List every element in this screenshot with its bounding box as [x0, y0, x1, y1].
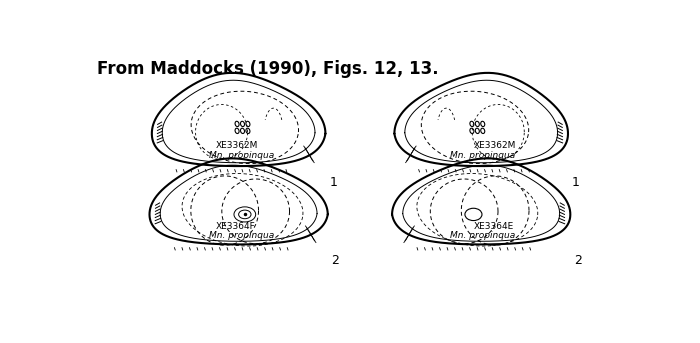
Text: 2: 2 — [332, 254, 340, 267]
Text: Mn. propinqua: Mn. propinqua — [450, 231, 515, 240]
Text: Mn. propinqua: Mn. propinqua — [209, 151, 274, 159]
Text: 2: 2 — [574, 254, 582, 267]
Text: Mn. propinqua: Mn. propinqua — [209, 231, 274, 240]
Text: Mn. propinqua: Mn. propinqua — [450, 151, 515, 159]
Text: XE3364E: XE3364E — [473, 222, 514, 231]
Text: 1: 1 — [329, 176, 337, 189]
Text: 1: 1 — [572, 176, 580, 189]
Text: XE3364F: XE3364F — [216, 222, 255, 231]
Text: XE3362M: XE3362M — [473, 141, 516, 150]
Text: From Maddocks (1990), Figs. 12, 13.: From Maddocks (1990), Figs. 12, 13. — [97, 60, 438, 79]
Text: XE3362M: XE3362M — [216, 141, 258, 150]
